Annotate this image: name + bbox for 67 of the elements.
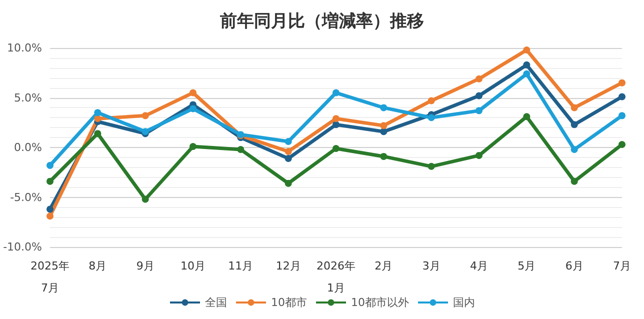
point — [570, 178, 578, 185]
point — [618, 141, 626, 148]
x-tick-label: 2026年 1月 — [316, 260, 356, 294]
point — [332, 89, 340, 96]
x-tick-label: 8月 — [88, 260, 107, 272]
point — [94, 115, 102, 122]
point — [190, 143, 196, 150]
point — [523, 61, 530, 68]
point — [284, 180, 292, 187]
point — [46, 178, 54, 185]
x-tick-label: 9月 — [136, 260, 154, 272]
point — [46, 212, 54, 220]
point — [190, 89, 196, 96]
point — [476, 92, 482, 100]
point — [332, 144, 340, 152]
chart-title: 前年同月比（増減率）推移 — [219, 10, 424, 32]
x-tick-label: 3月 — [422, 260, 440, 272]
y-tick-label: -10.0% — [3, 240, 42, 254]
point — [476, 152, 482, 159]
x-tick-label: 2025年 7月 — [30, 260, 70, 294]
y-tick-label: 10.0% — [7, 42, 42, 54]
point — [476, 75, 482, 82]
x-tick-label: 6月 — [565, 260, 584, 272]
point — [284, 154, 292, 162]
legend-label: 国内 — [452, 296, 475, 309]
point — [380, 128, 388, 136]
point — [237, 146, 244, 153]
point — [428, 114, 435, 122]
x-tick-label: 5月 — [518, 260, 536, 272]
point — [94, 109, 102, 116]
x-tick-label: 12月 — [276, 260, 301, 272]
point — [380, 152, 388, 160]
x-tick-label: 11月 — [228, 260, 254, 272]
point — [190, 105, 196, 112]
y-tick-label: 0.0% — [14, 141, 42, 154]
y-tick-label: 5.0% — [14, 91, 42, 104]
point — [570, 104, 578, 112]
legend-label: 全国 — [205, 296, 228, 309]
legend-label: 10都市以外 — [351, 296, 409, 309]
x-tick-label: 2月 — [374, 260, 393, 272]
point — [523, 113, 530, 120]
point — [618, 79, 626, 86]
point — [284, 148, 292, 155]
point — [142, 196, 149, 203]
y-tick-label: -5.0% — [10, 190, 42, 204]
point — [94, 130, 102, 138]
point — [428, 97, 435, 104]
point — [380, 104, 388, 112]
point — [380, 122, 388, 130]
point — [570, 146, 578, 153]
x-tick-label: 7月 — [613, 260, 631, 272]
point — [332, 115, 340, 122]
point — [570, 121, 578, 128]
point — [523, 70, 530, 78]
point — [523, 46, 530, 54]
point — [284, 138, 292, 146]
point — [142, 112, 149, 120]
point — [332, 121, 340, 128]
point — [46, 206, 54, 213]
point — [428, 162, 435, 170]
point — [476, 107, 482, 114]
x-tick-label: 10月 — [180, 260, 206, 272]
point — [618, 93, 626, 100]
legend-label: 10都市 — [271, 296, 308, 309]
x-tick-label: 4月 — [470, 260, 488, 272]
point — [46, 162, 54, 169]
point — [618, 112, 626, 120]
